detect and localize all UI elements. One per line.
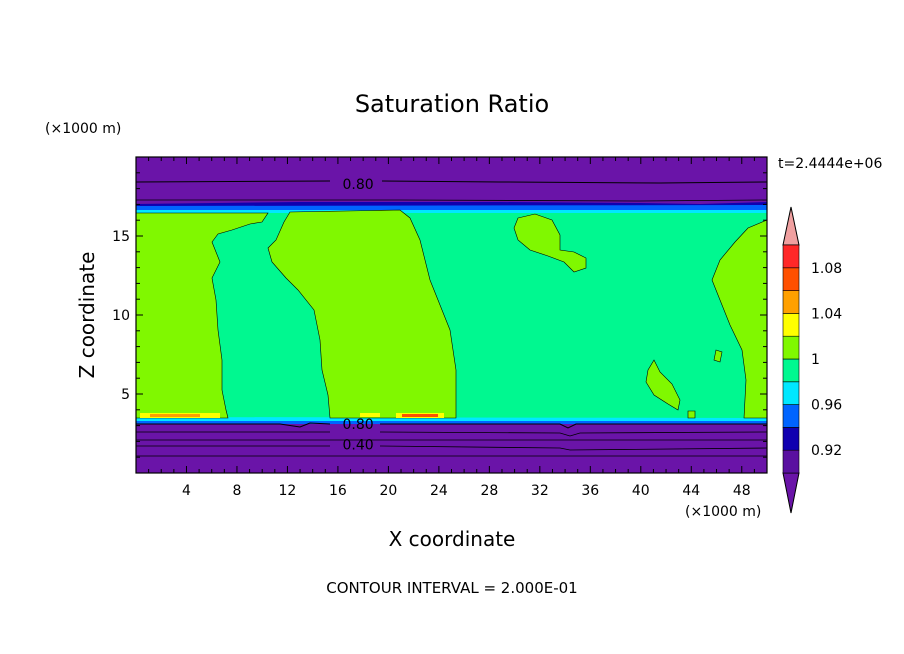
colorbar-cell bbox=[782, 404, 800, 428]
x-tick-label: 48 bbox=[733, 483, 751, 499]
time-label: t=2.4444e+06 bbox=[778, 156, 882, 172]
contour-interval-footer: CONTOUR INTERVAL = 2.000E-01 bbox=[326, 579, 577, 597]
y-unit-label: (×1000 m) bbox=[45, 121, 121, 137]
layer-surface-cyan bbox=[136, 417, 767, 422]
colorbar-cell bbox=[782, 449, 800, 474]
hotspot-left-core bbox=[150, 414, 200, 417]
x-tick-label: 28 bbox=[480, 483, 498, 499]
region-supersat-blob-lower bbox=[645, 359, 681, 411]
x-tick-label: 36 bbox=[581, 483, 599, 499]
region-supersat-right bbox=[711, 219, 768, 419]
colorbar-tick-label: 1 bbox=[811, 352, 820, 368]
colorbar-under-triangle bbox=[782, 472, 800, 514]
y-axis-title: Z coordinate bbox=[75, 252, 99, 379]
colorbar-cell bbox=[782, 290, 800, 314]
x-tick-label: 12 bbox=[279, 483, 297, 499]
hotspot-mid bbox=[360, 413, 380, 417]
colorbar-cell bbox=[782, 313, 800, 337]
x-tick-label: 20 bbox=[379, 483, 397, 499]
x-unit-label: (×1000 m) bbox=[685, 504, 761, 520]
x-tick-label: 4 bbox=[182, 483, 191, 499]
contour-label: 0.40 bbox=[343, 438, 374, 454]
y-tick-label: 5 bbox=[121, 387, 130, 403]
colorbar-cell bbox=[782, 358, 800, 383]
y-axis-ticks: 5 10 15 bbox=[112, 172, 767, 458]
region-supersat-center bbox=[267, 209, 457, 419]
contour-line-surface-1 bbox=[136, 422, 767, 429]
x-axis-title: X coordinate bbox=[389, 527, 516, 551]
contour-line-surface-2 bbox=[136, 431, 768, 437]
contour-label: 0.80 bbox=[343, 177, 374, 193]
x-tick-label: 16 bbox=[329, 483, 347, 499]
colorbar-tick-label: 1.08 bbox=[811, 261, 842, 277]
x-tick-label: 40 bbox=[632, 483, 650, 499]
contour-line-surface-4 bbox=[136, 445, 768, 451]
region-supersat-dot-a bbox=[713, 349, 723, 363]
y-tick-label: 15 bbox=[112, 229, 130, 245]
region-supersat-blob-upper bbox=[513, 213, 587, 273]
x-tick-label: 24 bbox=[430, 483, 448, 499]
contour-line-top bbox=[135, 180, 768, 184]
hotspot-right-core bbox=[402, 414, 438, 417]
colorbar-cell bbox=[782, 267, 800, 291]
colorbar: 0.92 0.96 1 1.04 1.08 bbox=[782, 206, 842, 514]
x-tick-label: 32 bbox=[531, 483, 549, 499]
x-axis-ticks: 4 8 12 16 20 24 28 32 36 40 44 48 bbox=[148, 157, 755, 499]
plot-area bbox=[135, 156, 768, 474]
colorbar-cell bbox=[782, 427, 800, 451]
colorbar-tick-label: 0.96 bbox=[811, 398, 842, 414]
colorbar-tick-label: 0.92 bbox=[811, 443, 842, 459]
chart-title: Saturation Ratio bbox=[355, 90, 549, 118]
contour-labels: 0.80 0.80 0.40 bbox=[343, 177, 374, 454]
colorbar-cell bbox=[782, 381, 800, 405]
colorbar-over-triangle bbox=[782, 206, 800, 246]
colorbar-cell bbox=[782, 335, 800, 360]
x-tick-label: 44 bbox=[682, 483, 700, 499]
x-tick-label: 8 bbox=[232, 483, 241, 499]
layer-blue-band bbox=[136, 205, 767, 211]
colorbar-cell bbox=[782, 244, 800, 269]
region-supersat-dot-b bbox=[687, 410, 696, 419]
contour-label: 0.80 bbox=[343, 417, 374, 433]
colorbar-tick-label: 1.04 bbox=[811, 306, 842, 322]
region-supersat-left bbox=[135, 212, 269, 419]
layer-surface-blue bbox=[136, 421, 767, 424]
y-tick-label: 10 bbox=[112, 308, 130, 324]
contour-line-top-2 bbox=[136, 199, 768, 202]
